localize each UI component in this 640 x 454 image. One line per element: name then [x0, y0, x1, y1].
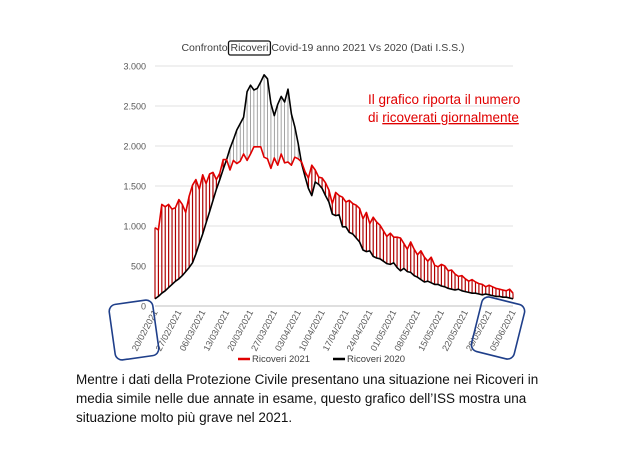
y-tick-label: 0 — [141, 302, 146, 312]
y-tick-label: 3.000 — [123, 62, 146, 72]
y-tick-label: 1.500 — [123, 182, 146, 192]
caption-line-3: situazione molto più grave nel 2021. — [76, 410, 293, 425]
chart-title-highlight: Ricoveri — [230, 42, 268, 54]
series-line-2021 — [154, 146, 514, 294]
annotation-line-2-underlined: ricoverati giornalmente — [382, 110, 519, 125]
legend-label-2021: Ricoveri 2021 — [252, 354, 310, 365]
annotation-line-1: Il grafico riporta il numero — [368, 92, 520, 107]
y-axis-labels: 0 500 1.000 1.500 2.000 2.500 3.000 — [123, 62, 146, 312]
last-date-highlight — [470, 296, 526, 360]
series-line-2020 — [154, 74, 514, 300]
chart-title-prefix: Confronto — [181, 42, 230, 54]
annotation-line-2-prefix: di — [368, 110, 382, 125]
series-lines — [154, 74, 514, 300]
x-axis-labels: 20/02/202127/02/202106/03/202113/03/2021… — [130, 308, 518, 352]
caption-line-1: Mentre i dati della Protezione Civile pr… — [76, 372, 539, 387]
legend: Ricoveri 2021 Ricoveri 2020 — [238, 354, 405, 365]
title-highlight-box — [227, 40, 272, 56]
caption-line-2: media simile nelle due annate in esame, … — [76, 391, 527, 406]
grid-lines — [155, 65, 513, 267]
legend-label-2020: Ricoveri 2020 — [347, 354, 405, 365]
y-tick-label: 500 — [131, 262, 146, 272]
annotation-line-2: di ricoverati giornalmente — [368, 110, 519, 125]
first-date-highlight — [108, 299, 160, 361]
chart-title-suffix: Covid-19 anno 2021 Vs 2020 (Dati I.S.S.) — [268, 42, 464, 54]
y-tick-label: 2.500 — [123, 102, 146, 112]
y-tick-label: 2.000 — [123, 142, 146, 152]
y-tick-label: 1.000 — [123, 222, 146, 232]
chart-title: Confronto Ricoveri Covid-19 anno 2021 Vs… — [181, 42, 464, 54]
difference-hatching — [154, 74, 514, 299]
caption: Mentre i dati della Protezione Civile pr… — [76, 370, 596, 427]
